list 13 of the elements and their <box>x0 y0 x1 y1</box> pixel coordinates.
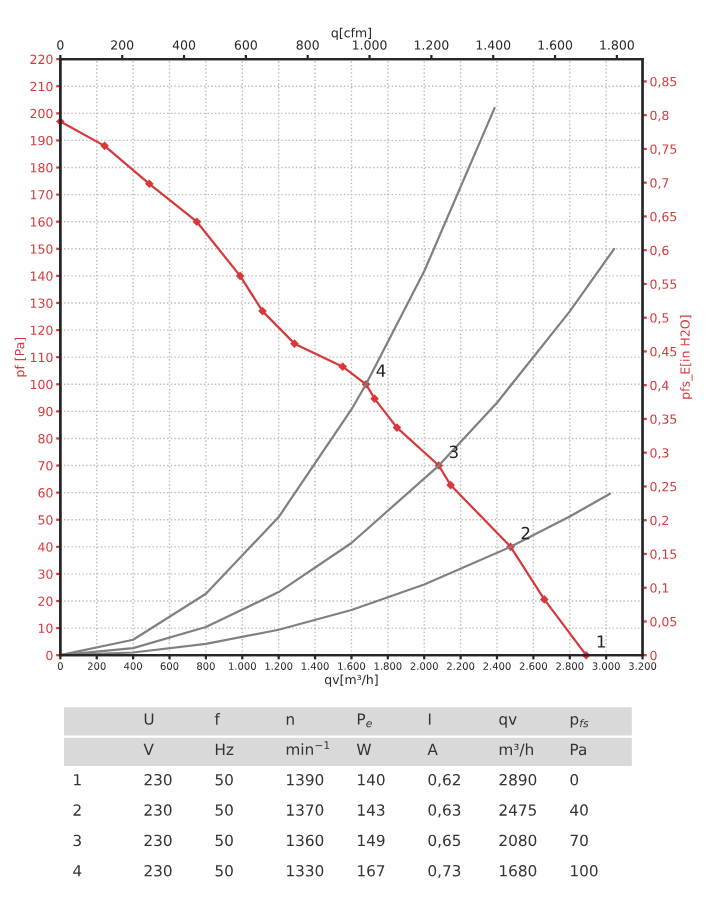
annotation: 1 <box>597 635 605 648</box>
point <box>100 141 109 151</box>
point <box>290 339 299 348</box>
annotation: 2 <box>521 526 530 540</box>
point <box>392 423 402 432</box>
annotation: 3 <box>449 445 458 459</box>
point <box>145 179 154 189</box>
point <box>539 595 549 604</box>
annotation: 4 <box>376 364 386 377</box>
point <box>192 217 202 227</box>
point <box>338 362 348 371</box>
point <box>235 271 245 281</box>
point <box>370 394 379 403</box>
